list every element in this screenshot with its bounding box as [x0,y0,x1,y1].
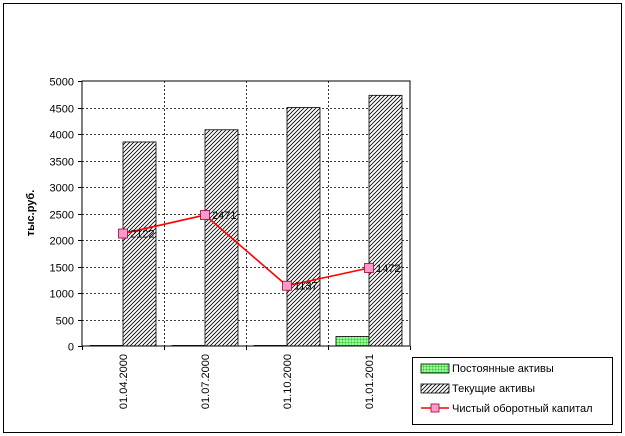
y-tick-label: 1500 [50,263,74,275]
bar-current-assets [368,94,403,347]
bar-fixed-assets [335,336,370,347]
grid [82,81,410,346]
x-axis: 01.04.2000 01.07.2000 01.10.2000 01.01.2001 [82,346,411,409]
net-capital-data-label: 1472 [376,263,400,275]
net-capital-marker [200,210,210,220]
y-tick-label: 500 [56,316,74,328]
net-capital-line [122,214,370,287]
y-axis-label: тыс.руб. [25,190,37,237]
legend-marker-net-capital [430,403,440,413]
legend-swatch-current-assets [420,383,450,394]
net-capital-marker [364,263,374,273]
bar-current-assets [204,129,239,347]
y-axis: 0 500 1000 1500 2000 2500 3000 3500 4000 4500 5000 [50,77,82,354]
legend-label-fixed-assets: Постоянные активы [452,363,554,375]
y-tick-label: 5000 [50,77,74,89]
legend-label-current-assets: Текущие активы [452,383,535,395]
net-capital-data-label: 2122 [130,229,154,241]
bar-current-assets [286,107,321,347]
y-tick-label: 2000 [50,236,74,248]
plot-border [81,80,411,347]
net-capital-marker [118,228,128,239]
bars [89,94,403,347]
net-capital-marker [282,280,292,291]
y-tick-label: 2500 [50,210,74,222]
net-capital-data-label: 2471 [212,210,236,222]
x-tick-label: 01.04.2000 [118,354,130,409]
x-tick-label: 01.01.2001 [364,354,376,409]
x-tick-label: 01.10.2000 [282,354,294,409]
net-capital-data-label: 1137 [294,281,318,293]
line-series: 2122 2471 1137 1472 [118,210,400,293]
legend-swatch-fixed-assets [420,363,450,374]
bar-current-assets [122,141,157,347]
y-tick-label: 4000 [50,130,74,142]
y-tick-label: 1000 [50,289,74,301]
y-tick-label: 3000 [50,183,74,195]
x-tick-label: 01.07.2000 [200,354,212,409]
y-tick-label: 4500 [50,104,74,116]
legend-label-net-capital: Чистый оборотный капитал [452,403,593,415]
y-tick-label: 0 [68,342,74,354]
legend: Постоянные активы Текущие активы Чистый … [412,357,613,425]
y-tick-label: 3500 [50,157,74,169]
